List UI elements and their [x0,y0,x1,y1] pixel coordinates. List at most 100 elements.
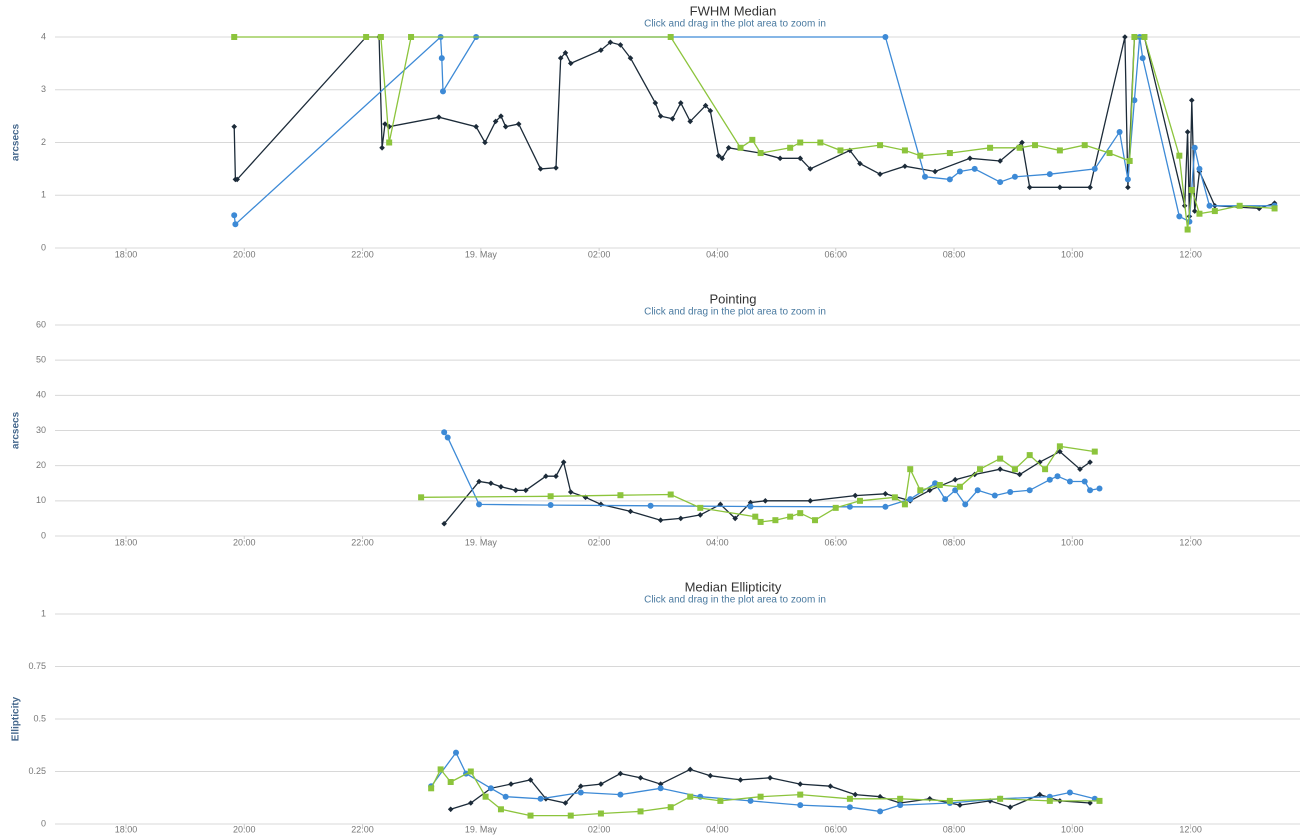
point [657,517,664,523]
point [1176,152,1183,159]
point [1125,184,1131,191]
point [1206,202,1213,209]
point [473,123,479,130]
point [488,480,494,487]
point [537,795,544,802]
point [747,797,754,804]
x-tick-label: 02:00 [588,249,611,259]
x-tick-label: 02:00 [588,824,611,834]
point [897,795,904,802]
point [1188,97,1195,104]
point [922,173,929,180]
point [627,508,634,515]
point [547,493,554,500]
x-tick-label: 18:00 [115,537,138,547]
point [797,802,804,809]
point [547,502,554,509]
y-tick-label: 0.25 [28,766,46,776]
point [852,791,859,798]
point [637,775,644,781]
point [1054,473,1061,480]
point [777,155,783,162]
y-tick-label: 1 [41,190,46,200]
series-line [430,768,1100,817]
point [234,176,240,183]
point [877,808,884,815]
point [737,144,744,151]
point [1188,186,1195,193]
point [482,793,489,800]
point [637,808,644,815]
point [725,144,732,151]
point [1011,466,1018,473]
point [447,806,454,813]
x-tick-label: 10:00 [1061,537,1084,547]
y-tick-label: 0 [41,530,46,540]
point [408,34,415,40]
point [737,777,744,783]
x-tick-label: 20:00 [233,249,256,259]
point [598,781,604,787]
y-tick-label: 0 [41,818,46,828]
point [1196,210,1203,217]
y-tick-label: 10 [36,495,46,505]
x-tick-label: 12:00 [1179,537,1202,547]
y-axis-label: arcsecs [11,411,22,449]
point [1184,226,1191,233]
chart-subtitle: Click and drag in the plot area to zoom … [644,19,826,30]
point [1236,202,1243,209]
point [498,483,504,490]
y-axis-label: Ellipticity [11,696,22,741]
point [877,793,883,800]
x-tick-label: 22:00 [351,824,374,834]
x-tick-label: 18:00 [115,249,138,259]
point [846,503,853,510]
point [527,812,534,819]
x-tick-label: 04:00 [706,249,729,259]
point [1011,173,1018,180]
point [562,800,569,806]
point [962,501,969,508]
point [522,487,529,494]
point [441,429,448,436]
point [877,142,884,149]
point [1036,791,1043,798]
point [379,144,385,151]
x-tick-label: 10:00 [1061,249,1084,259]
point [515,121,522,127]
point [687,766,694,773]
point [553,165,559,171]
point [617,791,624,798]
x-tick-label: 02:00 [588,537,611,547]
point [1122,34,1128,40]
point [797,791,804,798]
point [971,165,978,172]
point [441,520,447,527]
point [846,795,853,802]
point [697,512,704,518]
point [997,466,1003,472]
point [797,139,804,146]
point [732,515,738,522]
y-axis-label: arcsecs [11,123,22,161]
point [657,113,664,119]
point [1091,165,1098,172]
point [1007,804,1013,810]
point [1141,34,1148,40]
point [747,499,754,506]
point [1271,205,1278,212]
point [512,487,519,494]
point [553,473,559,480]
point [1096,797,1103,804]
point [832,504,839,511]
point [1026,452,1033,459]
x-tick-label: 20:00 [233,537,256,547]
point [1124,176,1131,183]
point [1131,34,1138,40]
x-tick-label: 12:00 [1179,249,1202,259]
point [560,459,567,465]
x-tick-label: 18:00 [115,824,138,834]
point [797,155,804,162]
point [991,492,998,499]
